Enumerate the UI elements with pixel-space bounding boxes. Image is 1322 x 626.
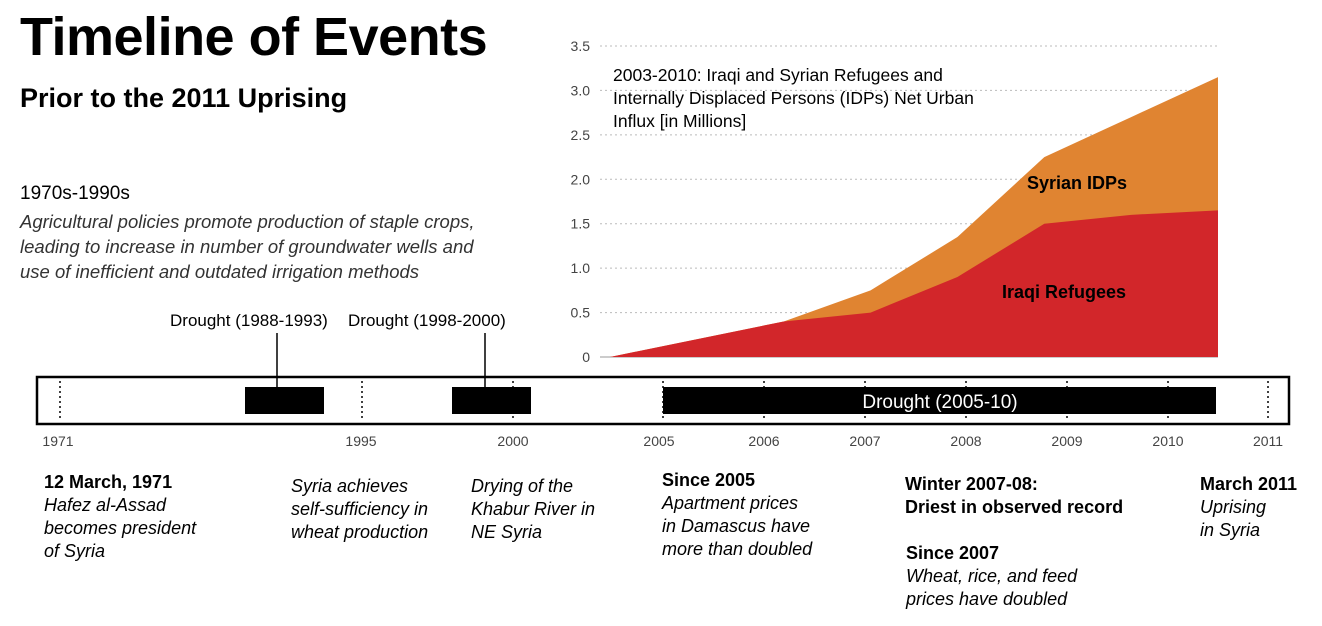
y-tick-label: 0.5 [571, 305, 591, 321]
y-tick-label: 3.0 [571, 82, 591, 98]
era-line: use of inefficient and outdated irrigati… [20, 261, 420, 282]
event-winter-2007-line: Winter 2007-08: [905, 474, 1038, 494]
era-line: Agricultural policies promote production… [20, 211, 475, 232]
drought-2005-bar [663, 387, 1216, 414]
year-label: 2008 [950, 433, 981, 449]
event-1971-line: of Syria [44, 541, 106, 561]
chart-y-ticks: 0 0.5 1.0 1.5 2.0 2.5 3.0 3.5 [571, 38, 591, 365]
event-2005-heading: Since 2005 [662, 470, 756, 490]
event-2005-line: Apartment prices [662, 493, 799, 513]
chart-title-line: Influx [in Millions] [613, 111, 747, 131]
event-2007-line: prices have doubled [906, 589, 1068, 609]
event-khabur: Drying of the Khabur River in NE Syria [471, 475, 595, 544]
series-label-iraqi-refugees: Iraqi Refugees [1002, 282, 1127, 302]
event-wheat-line: Syria achieves [291, 476, 409, 496]
event-khabur-line: Khabur River in [471, 499, 596, 519]
event-2011-heading: March 2011 [1200, 474, 1298, 494]
year-label: 1995 [345, 433, 376, 449]
year-label: 2000 [497, 433, 528, 449]
year-label: 2006 [748, 433, 779, 449]
drought-1998-label: Drought (1998-2000) [348, 311, 506, 330]
event-winter-2007: Winter 2007-08: Driest in observed recor… [905, 473, 1123, 519]
event-1971-line: becomes president [44, 518, 197, 538]
y-tick-label: 3.5 [571, 38, 591, 54]
drought-1988-bar [245, 387, 324, 414]
event-2007-line: Wheat, rice, and feed [906, 566, 1078, 586]
year-label: 1971 [42, 433, 73, 449]
timeline-year-labels: 1971 1995 2000 2005 2006 2007 2008 2009 … [42, 433, 1283, 449]
y-tick-label: 2.5 [571, 127, 591, 143]
era-description: Agricultural policies promote production… [20, 209, 475, 284]
event-2005-line: in Damascus have [662, 516, 811, 536]
chart-title: 2003-2010: Iraqi and Syrian Refugees and… [613, 64, 974, 133]
series-label-syrian-idps: Syrian IDPs [1027, 173, 1128, 193]
page-subtitle: Prior to the 2011 Uprising [20, 83, 348, 113]
y-tick-label: 2.0 [571, 171, 591, 187]
event-wheat-line: self-sufficiency in [291, 499, 429, 519]
event-2011: March 2011 Uprising in Syria [1200, 473, 1297, 542]
y-tick-label: 1.5 [571, 216, 591, 232]
drought-1988-label: Drought (1988-1993) [170, 311, 328, 330]
event-2005: Since 2005 Apartment prices in Damascus … [662, 469, 812, 561]
y-tick-label: 1.0 [571, 260, 591, 276]
event-winter-2007-line: Driest in observed record [905, 497, 1124, 517]
year-label: 2010 [1152, 433, 1183, 449]
chart-title-line: 2003-2010: Iraqi and Syrian Refugees and [613, 65, 943, 85]
year-label: 2011 [1253, 433, 1283, 449]
chart-title-line: Internally Displaced Persons (IDPs) Net … [613, 88, 974, 108]
event-2007-heading: Since 2007 [906, 543, 1000, 563]
event-1971-heading: 12 March, 1971 [44, 472, 173, 492]
year-label: 2009 [1051, 433, 1082, 449]
year-label: 2005 [643, 433, 674, 449]
year-label: 2007 [849, 433, 880, 449]
event-khabur-line: Drying of the [471, 476, 574, 496]
event-2007-prices: Since 2007 Wheat, rice, and feed prices … [906, 542, 1077, 611]
event-1971: 12 March, 1971 Hafez al-Assad becomes pr… [44, 471, 196, 563]
era-line: leading to increase in number of groundw… [20, 236, 474, 257]
iraqi-refugees-area [610, 210, 1218, 357]
era-heading: 1970s-1990s [20, 183, 130, 204]
y-tick-label: 0 [582, 349, 590, 365]
drought-2005-label: Drought (2005-10) [862, 392, 1017, 413]
event-2005-line: more than doubled [662, 539, 813, 559]
event-wheat: Syria achieves self-sufficiency in wheat… [291, 475, 428, 544]
event-1971-line: Hafez al-Assad [44, 495, 167, 515]
page-title: Timeline of Events [20, 7, 488, 67]
drought-1998-bar [452, 387, 531, 414]
event-2011-line: Uprising [1200, 497, 1267, 517]
event-wheat-line: wheat production [291, 522, 429, 542]
event-2011-line: in Syria [1200, 520, 1261, 540]
event-khabur-line: NE Syria [471, 522, 543, 542]
